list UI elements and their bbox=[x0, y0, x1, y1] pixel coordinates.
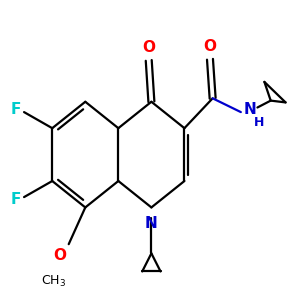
Text: H: H bbox=[254, 116, 264, 129]
Text: N: N bbox=[145, 216, 158, 231]
Text: CH$_3$: CH$_3$ bbox=[41, 274, 66, 289]
Text: F: F bbox=[11, 192, 21, 207]
Text: O: O bbox=[203, 39, 217, 54]
Text: O: O bbox=[53, 248, 66, 263]
Text: O: O bbox=[142, 40, 155, 55]
Text: N: N bbox=[244, 102, 256, 117]
Text: F: F bbox=[11, 102, 21, 117]
